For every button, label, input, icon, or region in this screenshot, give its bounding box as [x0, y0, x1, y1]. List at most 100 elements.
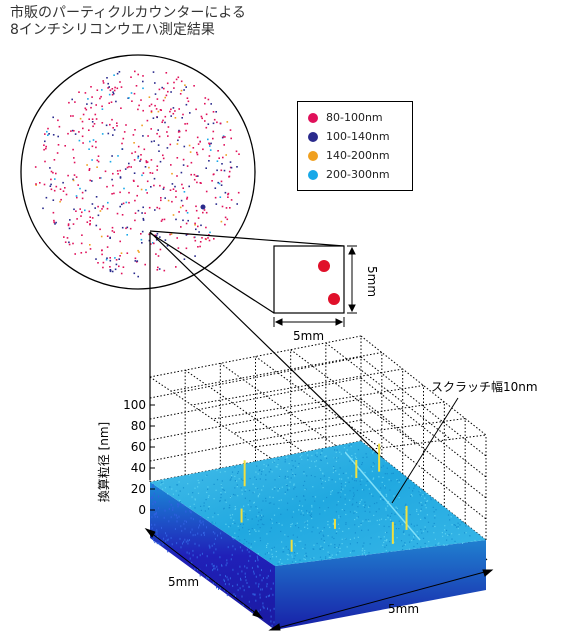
wafer-particle [174, 185, 176, 188]
surface-noise-dot [293, 488, 295, 490]
surface-noise-dot [287, 489, 289, 491]
surface-noise-dot [221, 480, 223, 482]
surface-noise-dot [272, 556, 274, 558]
front-noise-dot [186, 520, 187, 523]
wafer-particle [53, 221, 55, 224]
wafer-particle [189, 112, 191, 114]
wafer-particle [80, 252, 83, 254]
wafer-particle [88, 148, 90, 150]
surface-noise-dot [283, 551, 285, 553]
front-noise-dot [252, 593, 254, 596]
wafer-particle [207, 138, 209, 141]
surface-noise-dot [345, 472, 347, 474]
front-noise-dot [166, 534, 168, 537]
surface-noise-dot [255, 516, 257, 518]
wafer-particle [159, 160, 162, 163]
surface-noise-dot [307, 512, 309, 514]
surface-noise-dot [277, 458, 279, 460]
surface-noise-dot [321, 483, 323, 485]
wafer-particle [43, 144, 45, 146]
surface-noise-dot [424, 542, 426, 544]
wafer-particle [113, 231, 115, 233]
wafer-particle [91, 96, 93, 98]
surface-noise-dot [375, 511, 377, 513]
front-noise-dot [262, 577, 264, 579]
surface-noise-dot [277, 464, 279, 466]
surface-noise-dot [234, 480, 236, 482]
front-noise-dot [211, 563, 213, 566]
surface-noise-dot [234, 522, 236, 524]
surface-noise-dot [179, 501, 181, 503]
front-noise-dot [223, 589, 225, 592]
wafer-particle [111, 155, 113, 157]
wafer-particle [94, 113, 97, 116]
surface-noise-dot [265, 479, 267, 481]
surface-noise-dot [314, 496, 317, 498]
wafer-particle [165, 94, 168, 97]
surface-noise-dot [203, 505, 205, 507]
wafer-particle [124, 168, 127, 170]
front-noise-dot [151, 516, 153, 519]
surface-noise-dot [301, 458, 303, 460]
surface-noise-dot [441, 532, 443, 534]
surface-noise-dot [412, 490, 414, 492]
front-noise-dot [259, 596, 261, 599]
surface-noise-dot [331, 556, 333, 558]
wafer-particle [75, 210, 77, 212]
wafer-particle [209, 145, 211, 147]
surface-noise-dot [266, 533, 268, 535]
wafer-particle [154, 104, 156, 107]
surface-noise-dot [266, 552, 269, 554]
wafer-particle [212, 173, 215, 176]
surface-noise-dot [409, 514, 411, 516]
surface-noise-dot [386, 539, 388, 541]
wafer-particle [193, 173, 196, 176]
surface-noise-dot [294, 486, 296, 488]
surface-noise-dot [379, 498, 382, 500]
wafer-particle [230, 166, 233, 169]
surface-noise-dot [302, 547, 304, 550]
plot-x-dimension [144, 528, 264, 619]
surface-noise-dot [390, 480, 392, 482]
wafer-particle [183, 258, 186, 260]
wafer-particle [185, 247, 188, 250]
front-noise-dot [251, 610, 253, 613]
front-noise-dot [227, 546, 229, 549]
surface-noise-dot [323, 475, 325, 477]
wafer-particle [72, 178, 74, 181]
front-noise-dot [176, 542, 178, 545]
scratch-annotation: スクラッチ幅10nm [431, 379, 538, 394]
front-noise-dot [270, 569, 271, 572]
wafer-particle [66, 237, 69, 239]
surface-noise-dot [367, 520, 369, 522]
surface-noise-dot [347, 477, 349, 479]
surface-noise-dot [373, 463, 375, 465]
surface-noise-dot [328, 556, 330, 558]
surface-noise-dot [306, 556, 308, 558]
wafer-particle [118, 265, 120, 268]
wafer-particle [97, 160, 100, 163]
surface-noise-dot [193, 503, 195, 505]
wafer-particle [72, 148, 74, 151]
wafer-particle [73, 174, 76, 176]
surface-noise-dot [451, 533, 453, 535]
front-noise-dot [224, 583, 226, 586]
front-noise-dot [232, 568, 234, 571]
front-noise-dot [212, 565, 214, 567]
front-noise-dot [189, 509, 191, 512]
legend-dot-0 [308, 112, 318, 123]
surface-noise-dot [266, 546, 268, 548]
surface-noise-dot [254, 540, 256, 543]
surface-noise-dot [228, 526, 230, 528]
plot-y-dimension [268, 569, 494, 631]
wafer-particle [134, 151, 137, 153]
surface-noise-dot [207, 486, 209, 488]
surface-noise-dot [376, 519, 378, 522]
surface-noise-dot [252, 492, 254, 494]
surface-noise-dot [311, 517, 313, 520]
front-noise-dot [260, 588, 262, 591]
surface-noise-dot [220, 497, 222, 499]
wafer-particle [161, 218, 164, 221]
front-noise-dot [241, 595, 243, 598]
wafer-particle [167, 90, 169, 93]
